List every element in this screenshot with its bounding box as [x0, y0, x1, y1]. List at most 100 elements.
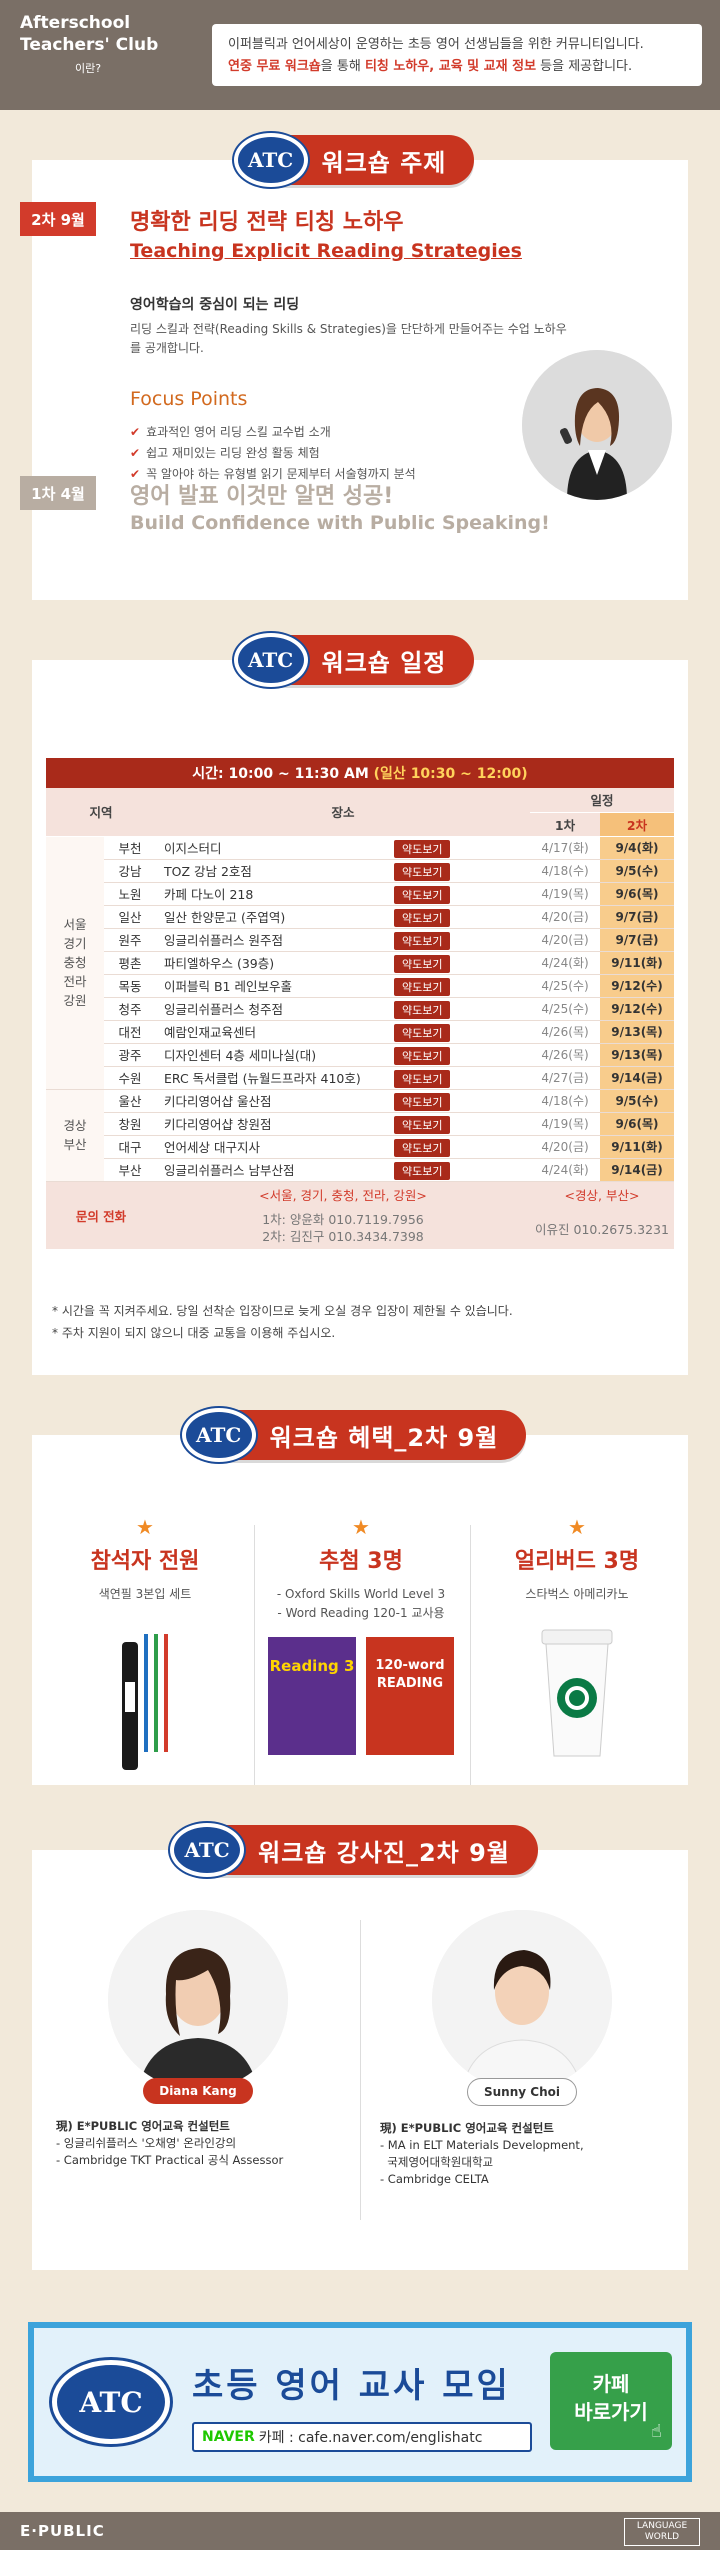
schedule-row: 대구 언어세상 대구지사 약도보기 4/20(금) 9/11(화) — [46, 1135, 674, 1159]
epublic-logo: E·PUBLIC — [20, 2522, 105, 2540]
schedule-row: 강남 TOZ 강남 2호점 약도보기 4/18(수) 9/5(수) — [46, 859, 674, 883]
inquiry-contacts-a: 1차: 양윤화 010.7119.7956 2차: 김진구 010.3434.73… — [156, 1207, 530, 1249]
time-row: 시간: 10:00 ~ 11:30 AM (일산 10:30 ~ 12:00) — [46, 758, 674, 788]
city: 부산 — [104, 1158, 156, 1182]
date-first: 4/26(목) — [530, 1020, 600, 1044]
divider — [360, 1920, 361, 2220]
map-button[interactable]: 약도보기 — [394, 1138, 451, 1157]
second-title-en: Teaching Explicit Reading Strategies — [130, 240, 522, 262]
city: 노원 — [104, 882, 156, 906]
date-second: 9/13(목) — [600, 1043, 674, 1067]
tag-second: 2차 9월 — [20, 202, 96, 236]
date-second: 9/12(수) — [600, 997, 674, 1021]
brand: Afterschool Teachers' Club 이란? — [20, 12, 158, 80]
map-button[interactable]: 약도보기 — [394, 1161, 451, 1180]
map-button[interactable]: 약도보기 — [394, 1023, 451, 1042]
focus-title: Focus Points — [130, 388, 248, 410]
color-pencils-image — [122, 1634, 168, 1770]
first-title-en: Build Confidence with Public Speaking! — [130, 512, 550, 534]
contact-first: 1차: 양윤화 010.7119.7956 — [262, 1212, 424, 1227]
schedule-table: 시간: 10:00 ~ 11:30 AM (일산 10:30 ~ 12:00) … — [46, 758, 674, 1249]
first-title-ko: 영어 발표 이것만 알면 성공! — [130, 484, 394, 509]
benefit-desc: 스타벅스 아메리카노 — [525, 1587, 629, 1601]
date-first: 4/20(금) — [530, 1135, 600, 1159]
map-button[interactable]: 약도보기 — [394, 1115, 451, 1134]
venue-name: 카페 다노이 218 — [164, 886, 254, 902]
group2-body: 경상 부산 울산 키다리영어샵 울산점 약도보기 4/18(수) 9/5(수) 창원 키다리영어… — [46, 1089, 674, 1182]
venue-name: 키다리영어샵 창원점 — [164, 1116, 272, 1132]
instructor-name: Sunny Choi — [467, 2078, 577, 2106]
tag-first: 1차 4월 — [20, 476, 96, 510]
date-first: 4/25(수) — [530, 997, 600, 1021]
book-reading-3: Reading 3 — [268, 1637, 356, 1755]
map-button[interactable]: 약도보기 — [394, 885, 451, 904]
date-second: 9/7(금) — [600, 928, 674, 952]
schedule-row: 서울 경기 충청 전라 강원 부천 이지스터디 약도보기 4/17(화) 9/4(화) — [46, 836, 674, 1090]
coffee-cup-image — [541, 1629, 613, 1757]
instructor-line: - Cambridge CELTA — [380, 2172, 489, 2186]
venue-name: 이지스터디 — [164, 840, 222, 856]
map-button[interactable]: 약도보기 — [394, 839, 451, 858]
notes: * 시간을 꼭 지켜주세요. 당일 선착순 입장이므로 늦게 오실 경우 입장이… — [52, 1300, 513, 1344]
brand-sub: 이란? — [75, 62, 102, 75]
map-button[interactable]: 약도보기 — [394, 954, 451, 973]
note-item: * 주차 지원이 되지 않으니 대중 교통을 이용해 주십시오. — [52, 1326, 336, 1340]
map-button[interactable]: 약도보기 — [394, 1069, 451, 1088]
benefit-desc: - Oxford Skills World Level 3 - Word Rea… — [256, 1585, 466, 1623]
benefits-heading: ATC 워크숍 혜택_2차 9월 — [181, 1408, 527, 1462]
header: Afterschool Teachers' Club 이란? 이퍼블릭과 언어세… — [0, 0, 720, 110]
map-button[interactable]: 약도보기 — [394, 908, 451, 927]
schedule-row: 청주 잉글리쉬플러스 청주점 약도보기 4/25(수) 9/12(수) — [46, 997, 674, 1021]
intro-text: 을 통해 — [320, 59, 365, 74]
date-second: 9/6(목) — [600, 1112, 674, 1136]
time-ilsan: (일산 10:30 ~ 12:00) — [373, 766, 528, 782]
core-desc: 리딩 스킬과 전략(Reading Skills & Strategies)을 … — [130, 322, 567, 355]
cafe-url-text: 카페 : cafe.naver.com/englishatc — [258, 2430, 483, 2446]
date-second: 9/14(금) — [600, 1158, 674, 1182]
city: 대구 — [104, 1135, 156, 1159]
topic-section: ATC 워크숍 주제 2차 9월 명확한 리딩 전략 티칭 노하우 Teachi… — [20, 133, 688, 600]
naver-logo: NAVER — [202, 2429, 255, 2445]
city: 청주 — [104, 997, 156, 1021]
date-first: 4/27(금) — [530, 1066, 600, 1090]
date-first: 4/19(목) — [530, 1112, 600, 1136]
map-button[interactable]: 약도보기 — [394, 1046, 451, 1065]
inquiry-region-a: <서울, 경기, 충청, 전라, 강원> — [156, 1181, 530, 1207]
map-button[interactable]: 약도보기 — [394, 977, 451, 996]
date-second: 9/12(수) — [600, 974, 674, 998]
venue-name: 일산 한양문고 (주엽역) — [164, 909, 286, 925]
cafe-go-button[interactable]: 카페 바로가기 ☝ — [550, 2352, 672, 2450]
schedule-row: 일산 일산 한양문고 (주엽역) 약도보기 4/20(금) 9/7(금) — [46, 905, 674, 929]
focus-item: 효과적인 영어 리딩 스킬 교수법 소개 — [130, 422, 416, 443]
inquiry-label: 문의 전화 — [46, 1181, 156, 1249]
venue-name: 이퍼블릭 B1 레인보우홀 — [164, 978, 292, 994]
date-second: 9/7(금) — [600, 905, 674, 929]
venue: 잉글리쉬플러스 청주점 약도보기 — [156, 997, 530, 1021]
venue-name: TOZ 강남 2호점 — [164, 863, 252, 879]
star-icon: ★ — [568, 1515, 586, 1539]
topic-heading: ATC 워크숍 주제 — [233, 133, 475, 187]
map-button[interactable]: 약도보기 — [394, 931, 451, 950]
map-button[interactable]: 약도보기 — [394, 862, 451, 881]
star-icon: ★ — [352, 1515, 370, 1539]
benefit-desc-line: - Word Reading 120-1 교사용 — [277, 1606, 445, 1620]
cafe-banner[interactable]: ATC 초등 영어 교사 모임 NAVER 카페 : cafe.naver.co… — [28, 2322, 692, 2482]
date-second: 9/13(목) — [600, 1020, 674, 1044]
col-venue: 장소 — [156, 788, 530, 837]
intro-line1: 이퍼블릭과 언어세상이 운영하는 초등 영어 선생님들을 위한 커뮤니티입니다. — [228, 37, 644, 52]
inquiry-contact-b: 이유진 010.2675.3231 — [530, 1207, 674, 1249]
inquiry-region-b: <경상, 부산> — [530, 1181, 674, 1207]
venue: 언어세상 대구지사 약도보기 — [156, 1135, 530, 1159]
atc-logo: ATC — [170, 1823, 245, 1877]
date-second: 9/11(화) — [600, 951, 674, 975]
group1-body: 서울 경기 충청 전라 강원 부천 이지스터디 약도보기 4/17(화) 9/4(화) 강남 TOZ … — [46, 836, 674, 1090]
schedule-row: 노원 카페 다노이 218 약도보기 4/19(목) 9/6(목) — [46, 882, 674, 906]
venue-name: 잉글리쉬플러스 원주점 — [164, 932, 283, 948]
cafe-url[interactable]: NAVER 카페 : cafe.naver.com/englishatc — [192, 2422, 532, 2452]
divider — [470, 1525, 471, 1785]
schedule-title: 워크숍 일정 — [321, 648, 447, 677]
date-first: 4/19(목) — [530, 882, 600, 906]
book2-title: 120-word READING — [375, 1658, 445, 1691]
map-button[interactable]: 약도보기 — [394, 1000, 451, 1019]
map-button[interactable]: 약도보기 — [394, 1092, 451, 1111]
